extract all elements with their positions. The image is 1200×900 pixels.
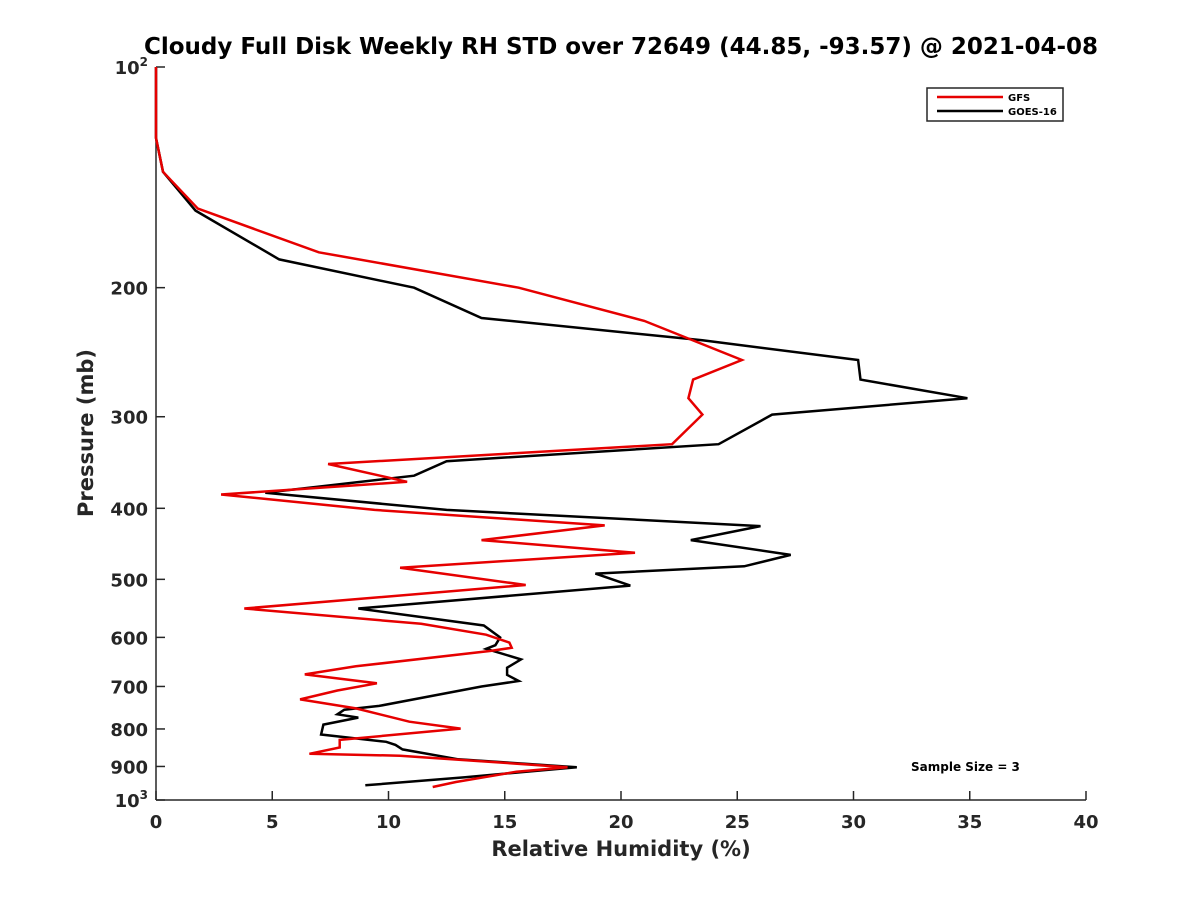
x-tick-label: 5	[266, 812, 279, 833]
y-tick-label: 900	[110, 757, 148, 778]
plot-area: 0 5 10 15 20 25 30 35 40 102 200 300 400 500 600 700 80…	[110, 55, 1098, 833]
y-tick-label: 600	[110, 628, 148, 649]
chart-title: Cloudy Full Disk Weekly RH STD over 7264…	[144, 34, 1098, 60]
y-tick-label: 700	[110, 677, 148, 698]
y-tick-label: 800	[110, 720, 148, 741]
series-line-goes16	[154, 67, 968, 787]
x-tick-label: 40	[1073, 812, 1098, 833]
x-tick-label: 10	[376, 812, 401, 833]
legend-label-gfs: GFS	[1008, 93, 1030, 104]
sample-size-annotation: Sample Size = 3	[911, 760, 1020, 774]
x-ticks: 0 5 10 15 20 25 30 35 40	[150, 791, 1099, 833]
y-axis-label: Pressure (mb)	[74, 349, 98, 517]
series-lines	[154, 67, 968, 789]
x-tick-label: 30	[841, 812, 866, 833]
x-tick-label: 0	[150, 812, 163, 833]
y-tick-label: 200	[110, 279, 148, 300]
legend: GFS GOES-16	[926, 87, 1064, 122]
y-tick-label: 300	[110, 408, 148, 429]
x-tick-label: 20	[608, 812, 633, 833]
series-line-gfs	[154, 67, 746, 789]
legend-box	[926, 87, 1064, 122]
x-axis-label: Relative Humidity (%)	[491, 837, 750, 861]
x-tick-label: 35	[957, 812, 982, 833]
x-tick-label: 15	[492, 812, 517, 833]
y-tick-label: 500	[110, 570, 148, 591]
x-tick-label: 25	[725, 812, 750, 833]
y-ticks: 102 200 300 400 500 600 700 800 900 103	[110, 55, 165, 812]
y-tick-label: 400	[110, 499, 148, 520]
y-tick-label: 103	[115, 788, 148, 812]
legend-label-goes16: GOES-16	[1008, 107, 1057, 118]
y-tick-label: 102	[115, 55, 148, 79]
